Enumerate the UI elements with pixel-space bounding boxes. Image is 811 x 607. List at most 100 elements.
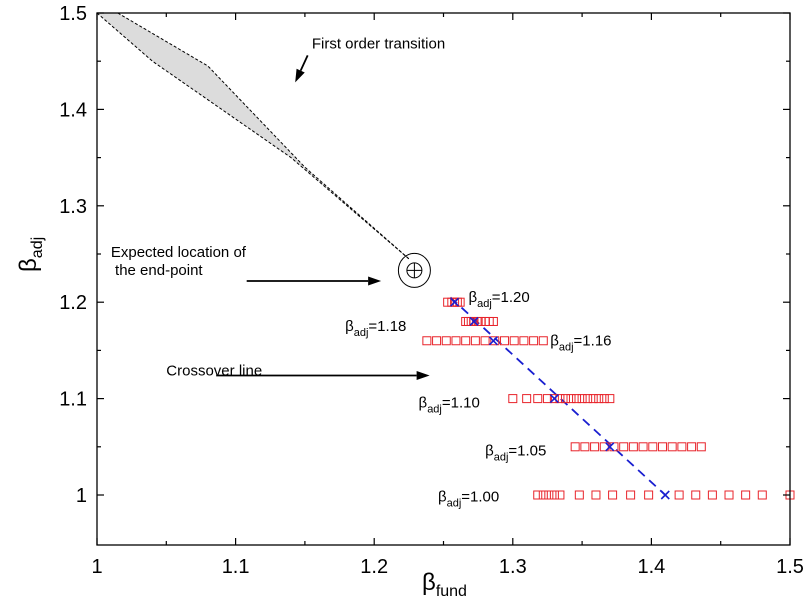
square-marker <box>577 394 587 404</box>
square-marker <box>529 336 539 346</box>
square-marker <box>626 490 636 500</box>
y-tick-label: 1.3 <box>59 196 87 218</box>
square-marker <box>574 490 584 500</box>
expected-endpoint <box>397 252 431 288</box>
square-marker <box>594 394 604 404</box>
square-marker <box>432 336 442 346</box>
x-tick-label: 1.1 <box>222 556 250 578</box>
square-marker <box>644 490 654 500</box>
first-order-arrow-head <box>295 68 305 83</box>
x-tick-label: 1.3 <box>499 556 527 578</box>
square-marker <box>591 490 601 500</box>
square-marker <box>677 442 687 452</box>
square-marker <box>422 336 432 346</box>
square-marker <box>724 490 734 500</box>
square-marker <box>549 490 559 500</box>
cross-marker-stroke-b <box>450 297 460 307</box>
point-label: βadj=1.00 <box>438 489 499 510</box>
square-marker <box>674 490 684 500</box>
expected-endpoint-arrow-head <box>368 276 382 286</box>
square-marker <box>542 394 552 404</box>
lower-boundary <box>96 12 410 260</box>
axes: 1 1.1 1.2 1.3 1.4 1.5 1 1.1 1.2 1.3 1.4 1.5 βfund βad… <box>15 3 804 600</box>
cross-marker <box>549 394 559 404</box>
first-order-region <box>97 13 409 259</box>
square-marker <box>619 442 629 452</box>
square-marker <box>451 336 461 346</box>
crossover-line <box>449 296 666 496</box>
square-marker <box>560 394 570 404</box>
expected-endpoint-arrow <box>246 276 382 286</box>
square-marker <box>570 442 580 452</box>
square-marker <box>599 394 609 404</box>
first-order-arrow-shaft <box>299 55 309 71</box>
cross-marker-stroke-b <box>469 316 479 327</box>
point-label: βadj=1.18 <box>345 318 406 339</box>
cross-marker <box>469 316 479 327</box>
square-marker <box>508 394 518 404</box>
point-labels: βadj=1.20 βadj=1.18 βadj=1.16 βadj=1.10 βadj… <box>345 289 611 510</box>
square-marker <box>499 336 509 346</box>
point-label: βadj=1.10 <box>419 394 480 415</box>
first-order-text: First order transition <box>312 36 445 53</box>
square-marker <box>588 394 598 404</box>
endpoint-outer-ring <box>397 252 431 288</box>
x-tick-label: 1.2 <box>360 556 388 578</box>
crossover-arrow-head <box>416 370 430 380</box>
square-marker <box>572 394 582 404</box>
square-marker <box>583 394 593 404</box>
x-tick-label: 1.5 <box>776 556 804 578</box>
crossover-text: Crossover line <box>166 362 262 379</box>
x-axis-title: βfund <box>422 569 467 600</box>
square-marker <box>707 490 717 500</box>
square-marker <box>566 394 576 404</box>
square-marker <box>555 490 565 500</box>
square-marker <box>549 394 559 404</box>
square-marker <box>580 442 590 452</box>
first-order-boundaries <box>96 12 410 260</box>
point-label: βadj=1.20 <box>468 289 529 310</box>
cross-marker <box>605 442 615 452</box>
square-marker <box>488 316 498 326</box>
crossover-arrow <box>216 370 430 380</box>
square-marker <box>628 442 638 452</box>
cross-marker <box>660 490 670 500</box>
square-marker <box>519 336 529 346</box>
y-tick-label: 1.2 <box>59 292 87 314</box>
square-marker <box>470 336 480 346</box>
square-marker <box>648 442 658 452</box>
crossover-points <box>450 297 670 500</box>
cross-marker <box>488 336 498 346</box>
cross-marker-stroke-b <box>660 490 670 500</box>
square-marker <box>538 490 548 500</box>
y-tick-label: 1.4 <box>59 99 87 121</box>
square-marker <box>741 490 751 500</box>
point-label: βadj=1.16 <box>550 333 611 354</box>
square-marker <box>461 336 471 346</box>
square-marker <box>757 490 767 500</box>
square-marker <box>599 442 609 452</box>
y-tick-label: 1.5 <box>59 3 87 25</box>
y-axis-title: βadj <box>15 237 46 272</box>
upper-boundary <box>117 12 410 260</box>
square-marker <box>590 442 600 452</box>
square-marker <box>691 490 701 500</box>
square-marker <box>455 297 465 307</box>
cross-marker-stroke-b <box>488 336 498 346</box>
square-marker <box>509 336 519 346</box>
y-tick-label: 1 <box>76 485 87 507</box>
y-tick-label: 1.1 <box>59 389 87 411</box>
square-marker <box>480 336 490 346</box>
square-marker <box>638 442 648 452</box>
square-marker <box>533 394 543 404</box>
first-order-arrow <box>295 55 309 83</box>
square-marker <box>667 442 677 452</box>
annotations: First order transition Expected location … <box>111 36 445 380</box>
expected-endpoint-text: Expected location of the end-point <box>111 244 247 279</box>
crossover-line-layer <box>449 296 666 496</box>
cross-marker-stroke-b <box>549 394 559 404</box>
x-tick-label: 1.4 <box>637 556 665 578</box>
square-marker <box>538 336 548 346</box>
square-marker <box>555 394 565 404</box>
